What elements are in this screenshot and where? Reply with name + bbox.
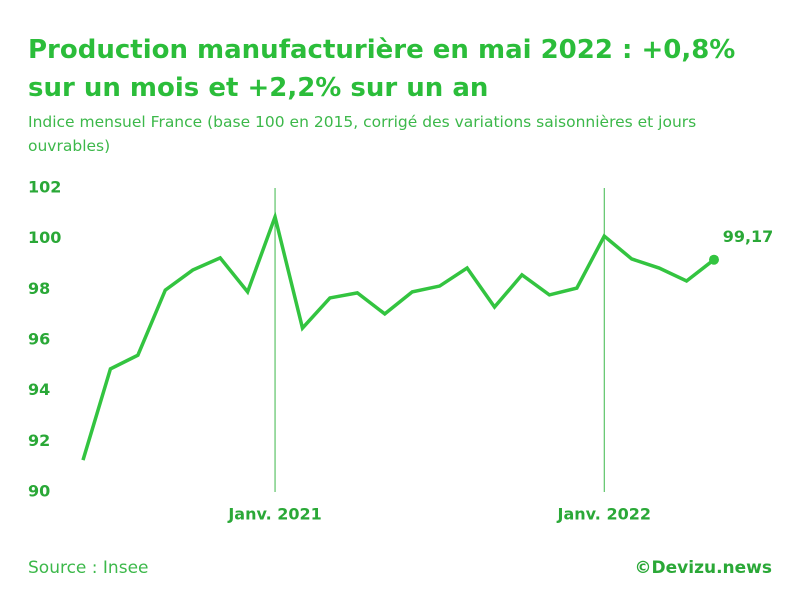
- y-tick-label: 96: [28, 330, 50, 349]
- chart-title: sur un mois et +2,2% sur un an: [28, 73, 488, 103]
- y-tick-label: 100: [28, 228, 61, 247]
- chart-subtitle: ouvrables): [28, 137, 110, 155]
- source: Source : Insee: [28, 558, 149, 578]
- data-label: 99,17: [723, 227, 774, 246]
- point: [709, 254, 719, 265]
- chart-title: Production manufacturière en mai 2022 : …: [28, 35, 735, 65]
- y-tick-label: 90: [28, 482, 50, 501]
- x-tick-label: Janv. 2022: [557, 505, 651, 524]
- y-tick-label: 98: [28, 279, 50, 298]
- y-tick-label: 102: [28, 178, 61, 197]
- y-tick-label: 92: [28, 431, 50, 450]
- y-tick-label: 94: [28, 380, 50, 399]
- line: [81, 210, 716, 461]
- credit: ©Devizu.news: [635, 558, 772, 578]
- chart-subtitle: Indice mensuel France (base 100 en 2015,…: [28, 113, 696, 131]
- x-tick-label: Janv. 2021: [227, 505, 321, 524]
